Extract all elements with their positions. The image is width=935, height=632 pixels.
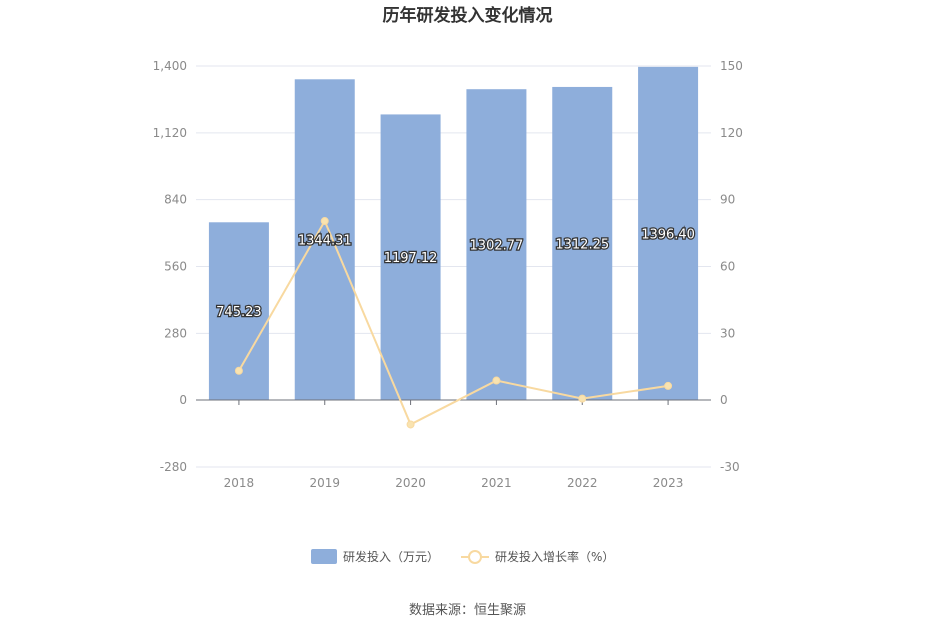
bar[interactable] — [552, 86, 613, 400]
y-axis-left: -280 0 280 560 840 1,120 1,400 — [153, 59, 187, 474]
legend-line-label: 研发投入增长率（%） — [495, 549, 614, 564]
legend-bar-swatch — [311, 549, 337, 564]
x-tick-label: 2021 — [481, 476, 512, 490]
data-source-note: 数据来源：恒生聚源 — [409, 603, 526, 618]
bar[interactable] — [466, 89, 527, 400]
x-tick-label: 2019 — [309, 476, 340, 490]
bar-value-label: 1302.77 — [470, 239, 524, 254]
y-left-tick-label: 1,400 — [153, 59, 187, 73]
growth-rate-point[interactable] — [664, 381, 673, 390]
bar[interactable] — [638, 66, 699, 400]
y-left-tick-label: -280 — [160, 460, 187, 474]
chart-title: 历年研发投入变化情况 — [383, 5, 553, 26]
bar[interactable] — [294, 79, 355, 401]
growth-rate-point[interactable] — [578, 394, 587, 403]
bar-value-label: 745.23 — [216, 305, 262, 320]
legend: 研发投入（万元） 研发投入增长率（%） — [311, 549, 614, 564]
line-series — [234, 217, 673, 429]
y-left-tick-label: 560 — [164, 260, 187, 274]
growth-rate-point[interactable] — [492, 376, 501, 385]
bar-value-label: 1396.40 — [641, 227, 695, 242]
y-left-tick-label: 1,120 — [153, 126, 187, 140]
growth-rate-point[interactable] — [320, 217, 329, 226]
y-right-tick-label: 60 — [720, 260, 735, 274]
y-right-tick-label: -30 — [720, 460, 740, 474]
legend-item-bar[interactable]: 研发投入（万元） — [311, 549, 439, 564]
bar-data-labels: 745.23 1344.31 1197.12 1302.77 1312.25 1396.4… — [215, 226, 696, 321]
legend-line-marker — [468, 550, 482, 564]
x-tick-label: 2022 — [567, 476, 598, 490]
y-left-tick-label: 840 — [164, 193, 187, 207]
y-axis-right: -30 0 30 60 90 120 150 — [720, 59, 743, 474]
bar-value-label: 1197.12 — [384, 251, 438, 266]
y-right-tick-label: 30 — [720, 326, 735, 340]
growth-rate-point[interactable] — [406, 420, 415, 429]
legend-bar-label: 研发投入（万元） — [343, 549, 439, 564]
growth-rate-line — [238, 218, 669, 426]
bar[interactable] — [380, 114, 441, 400]
y-right-tick-label: 0 — [720, 393, 728, 407]
x-tick-label: 2023 — [653, 476, 684, 490]
x-axis: 2018 2019 2020 2021 2022 2023 — [196, 399, 711, 490]
bar-value-label: 1312.25 — [555, 237, 609, 252]
growth-rate-point[interactable] — [234, 366, 243, 375]
y-right-tick-label: 120 — [720, 126, 743, 140]
x-tick-label: 2020 — [395, 476, 426, 490]
y-left-tick-label: 0 — [179, 393, 187, 407]
x-tick-label: 2018 — [224, 476, 255, 490]
y-right-tick-label: 150 — [720, 59, 743, 73]
y-left-tick-label: 280 — [164, 326, 187, 340]
legend-item-line[interactable]: 研发投入增长率（%） — [461, 549, 614, 564]
bar-value-label: 1344.31 — [298, 234, 352, 249]
bar-series — [208, 66, 699, 401]
grid-lines — [196, 65, 711, 468]
y-right-tick-label: 90 — [720, 193, 735, 207]
